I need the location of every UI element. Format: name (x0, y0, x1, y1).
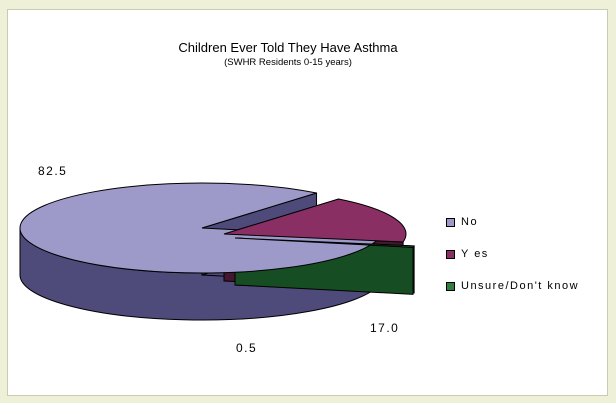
pie-labels: 82.5 17.0 0.5 (38, 164, 399, 355)
chart-title: Children Ever Told They Have Asthma (178, 40, 398, 55)
legend-swatch-unsure (446, 281, 455, 291)
pie-chart: 82.5 17.0 0.5 (19, 164, 416, 355)
pie-slice-yes (223, 198, 407, 243)
legend-item-unsure: Unsure/Don't know (446, 270, 579, 302)
chart-frame: Children Ever Told They Have Asthma (SWH… (7, 9, 608, 396)
legend: No Y es Unsure/Don't know (446, 206, 579, 302)
legend-swatch-no (446, 217, 455, 227)
legend-item-no: No (446, 206, 579, 238)
data-label-unsure: 0.5 (236, 341, 257, 355)
pie-slice-unsure (234, 237, 416, 248)
legend-swatch-yes (446, 249, 455, 259)
legend-label-unsure: Unsure/Don't know (461, 280, 580, 292)
data-label-no: 82.5 (38, 164, 67, 178)
chart-subtitle: (SWHR Residents 0-15 years) (224, 57, 352, 68)
data-label-yes: 17.0 (370, 321, 399, 335)
legend-label-no: No (461, 216, 479, 228)
pie-tops (19, 182, 416, 274)
pie-slice-no (19, 182, 382, 274)
legend-item-yes: Y es (446, 238, 579, 270)
legend-label-yes: Y es (461, 248, 489, 260)
